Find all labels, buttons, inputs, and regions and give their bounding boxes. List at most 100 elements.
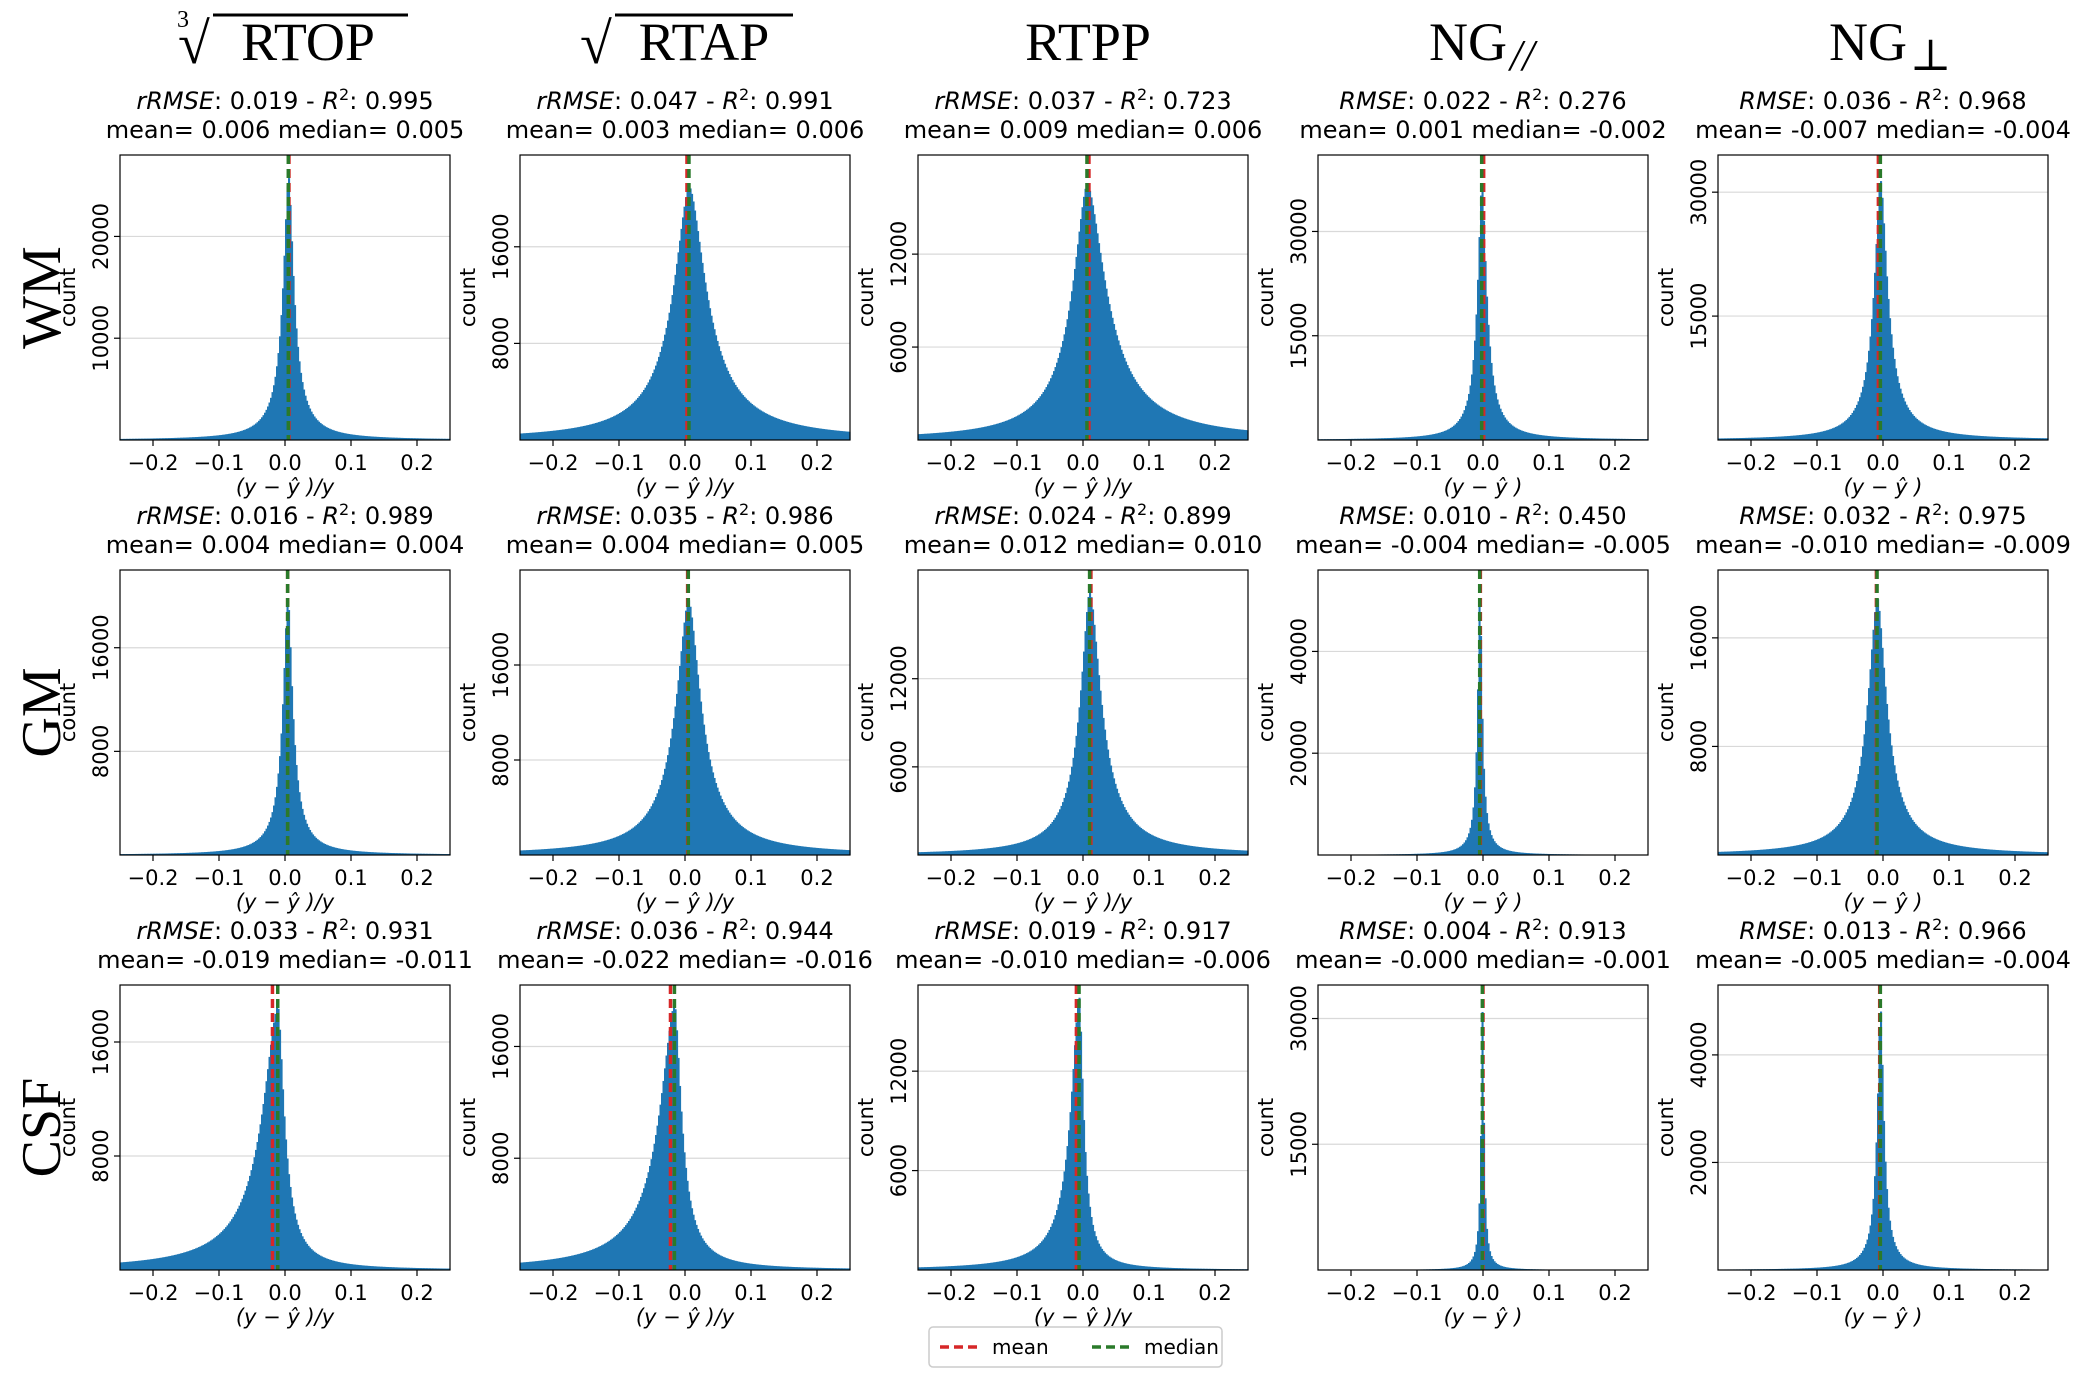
histogram-bar bbox=[592, 1249, 595, 1270]
x-tick-label: −0.1 bbox=[992, 1281, 1043, 1305]
histogram-bar bbox=[1152, 835, 1155, 855]
histogram-bar bbox=[153, 438, 156, 440]
histogram-bar bbox=[1032, 837, 1035, 855]
histogram-bar bbox=[1366, 438, 1369, 440]
histogram-bar bbox=[276, 786, 279, 855]
histogram-bar bbox=[1153, 836, 1156, 855]
histogram-bar bbox=[268, 821, 271, 855]
histogram-bar bbox=[276, 1007, 279, 1270]
histogram-bar bbox=[964, 430, 967, 440]
histogram-bar bbox=[420, 1268, 423, 1270]
histogram-bar bbox=[379, 437, 382, 440]
histogram-bar bbox=[752, 833, 755, 855]
histogram-bar bbox=[990, 425, 993, 440]
histogram-bar bbox=[1601, 438, 1604, 440]
histogram-bar bbox=[646, 1178, 649, 1270]
histogram-bar bbox=[1041, 394, 1044, 440]
histogram-bar bbox=[826, 848, 829, 855]
histogram-bar bbox=[939, 1266, 942, 1270]
histogram-bar bbox=[1098, 1243, 1101, 1270]
histogram-bar bbox=[1914, 1263, 1917, 1270]
histogram-bar bbox=[658, 1115, 661, 1270]
histogram-bar bbox=[539, 432, 542, 440]
histogram-bar bbox=[548, 431, 551, 440]
histogram-bar bbox=[328, 1259, 331, 1270]
histogram-bar bbox=[590, 843, 593, 855]
x-tick-label: −0.1 bbox=[992, 866, 1043, 890]
histogram-bar bbox=[1758, 849, 1761, 855]
histogram-bar bbox=[2015, 851, 2018, 855]
histogram-bar bbox=[2030, 437, 2033, 440]
histogram-bar bbox=[1502, 1266, 1505, 1270]
histogram-bar bbox=[156, 438, 159, 440]
histogram-bar bbox=[291, 686, 294, 855]
histogram-bar bbox=[1992, 849, 1995, 855]
histogram-bar bbox=[1033, 836, 1036, 855]
histogram-bar bbox=[1865, 720, 1868, 855]
y-axis-label: count bbox=[1254, 683, 1278, 742]
histogram-bar bbox=[945, 1266, 948, 1270]
histogram-bar bbox=[1228, 428, 1231, 440]
histogram-bar bbox=[963, 430, 966, 440]
histogram-bar bbox=[1971, 847, 1974, 855]
histogram-bar bbox=[1477, 1231, 1480, 1270]
r2-name: R bbox=[1120, 502, 1137, 530]
histogram-bar bbox=[1989, 849, 1992, 855]
histogram-bar bbox=[1182, 1268, 1185, 1270]
histogram-bar bbox=[414, 1267, 417, 1270]
histogram-bar bbox=[1125, 361, 1128, 440]
r2-name: R bbox=[722, 87, 739, 115]
histogram-bar bbox=[556, 430, 559, 440]
histogram-bar bbox=[568, 1256, 571, 1270]
histogram-bar bbox=[1439, 852, 1442, 855]
histogram-bar bbox=[120, 1262, 123, 1270]
histogram-bar bbox=[821, 1267, 824, 1270]
histogram-bar bbox=[1886, 1189, 1889, 1270]
x-tick-label: −0.2 bbox=[128, 451, 179, 475]
histogram-bar bbox=[393, 437, 396, 440]
histogram-bar bbox=[174, 1254, 177, 1270]
histogram-bar bbox=[174, 437, 177, 440]
histogram-bar bbox=[307, 827, 310, 855]
histogram-bars bbox=[1718, 599, 2049, 855]
histogram-bar bbox=[1487, 1243, 1490, 1270]
histogram-bar bbox=[361, 1265, 364, 1270]
histogram-bar bbox=[1195, 421, 1198, 440]
r2-name: R bbox=[1515, 502, 1532, 530]
histogram-bar bbox=[1923, 1265, 1926, 1270]
histogram-bar bbox=[1510, 1267, 1513, 1270]
y-tick-label: 16000 bbox=[1687, 604, 1711, 671]
histogram-bar bbox=[1757, 849, 1760, 855]
histogram-bar bbox=[1227, 427, 1230, 440]
histogram-bar bbox=[1892, 755, 1895, 855]
histogram-bar bbox=[166, 1256, 169, 1270]
histogram-bar bbox=[406, 1267, 409, 1270]
histogram-bar bbox=[918, 434, 921, 440]
histogram-bar bbox=[1110, 1257, 1113, 1270]
histogram-bar bbox=[1020, 413, 1023, 440]
histogram-bar bbox=[805, 426, 808, 440]
histogram-bar bbox=[778, 1266, 781, 1270]
histogram-bar bbox=[1519, 429, 1522, 440]
histogram-bar bbox=[1072, 1068, 1075, 1270]
histogram-bar bbox=[829, 1268, 832, 1270]
histogram-bar bbox=[280, 1059, 283, 1270]
x-tick-label: 0.1 bbox=[334, 451, 367, 475]
histogram-bar bbox=[1737, 851, 1740, 855]
histogram-bar bbox=[1776, 436, 1779, 440]
histogram-bar bbox=[1833, 427, 1836, 440]
histogram-bar bbox=[204, 1244, 207, 1270]
histogram-bar bbox=[532, 1261, 535, 1270]
histogram-bar bbox=[946, 1266, 949, 1270]
histogram-bar bbox=[1501, 848, 1504, 855]
histogram-bar bbox=[942, 432, 945, 440]
histogram-bar bbox=[975, 1264, 978, 1270]
metric-name: RMSE bbox=[1339, 502, 1408, 530]
histogram-bar bbox=[1188, 845, 1191, 855]
histogram-bar bbox=[216, 851, 219, 855]
histogram-bar bbox=[571, 846, 574, 855]
histogram-bar bbox=[1164, 840, 1167, 855]
histogram-bar bbox=[321, 1256, 324, 1270]
histogram-bar bbox=[976, 1264, 979, 1270]
